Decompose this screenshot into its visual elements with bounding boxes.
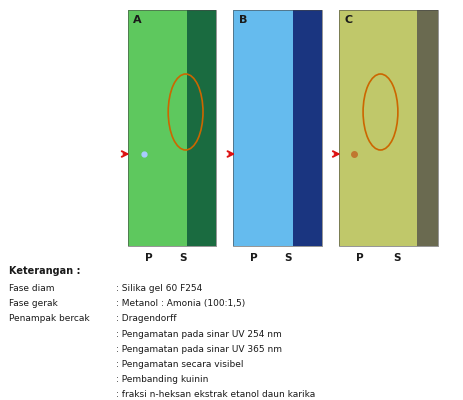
Text: S: S xyxy=(392,253,400,263)
Bar xyxy=(416,10,438,246)
Bar xyxy=(233,10,293,246)
Text: : Metanol : Amonia (100:1,5): : Metanol : Amonia (100:1,5) xyxy=(116,299,245,308)
Text: : Dragendorff: : Dragendorff xyxy=(116,314,176,323)
Text: : Pengamatan secara visibel: : Pengamatan secara visibel xyxy=(116,360,243,369)
Bar xyxy=(338,10,438,246)
Bar xyxy=(233,10,322,246)
Text: Fase diam: Fase diam xyxy=(9,284,55,293)
Text: : Pengamatan pada sinar UV 365 nm: : Pengamatan pada sinar UV 365 nm xyxy=(116,345,282,354)
Text: : fraksi n-heksan ekstrak etanol daun karika: : fraksi n-heksan ekstrak etanol daun ka… xyxy=(116,390,314,399)
Text: S: S xyxy=(179,253,187,263)
Bar xyxy=(127,10,215,246)
Text: : Pengamatan pada sinar UV 254 nm: : Pengamatan pada sinar UV 254 nm xyxy=(116,330,281,338)
Text: : Pembanding kuinin: : Pembanding kuinin xyxy=(116,375,208,384)
Text: Keterangan :: Keterangan : xyxy=(9,266,81,276)
Text: P: P xyxy=(355,253,363,263)
Bar xyxy=(293,10,322,246)
Text: Penampak bercak: Penampak bercak xyxy=(9,314,90,323)
Text: P: P xyxy=(250,253,257,263)
Text: : Silika gel 60 F254: : Silika gel 60 F254 xyxy=(116,284,202,293)
Bar xyxy=(186,10,215,246)
Text: Fase gerak: Fase gerak xyxy=(9,299,58,308)
Text: S: S xyxy=(283,253,291,263)
Text: P: P xyxy=(144,253,152,263)
Text: C: C xyxy=(344,15,352,25)
Bar xyxy=(127,10,186,246)
Bar xyxy=(338,10,416,246)
Text: B: B xyxy=(238,15,247,25)
Text: A: A xyxy=(133,15,142,25)
